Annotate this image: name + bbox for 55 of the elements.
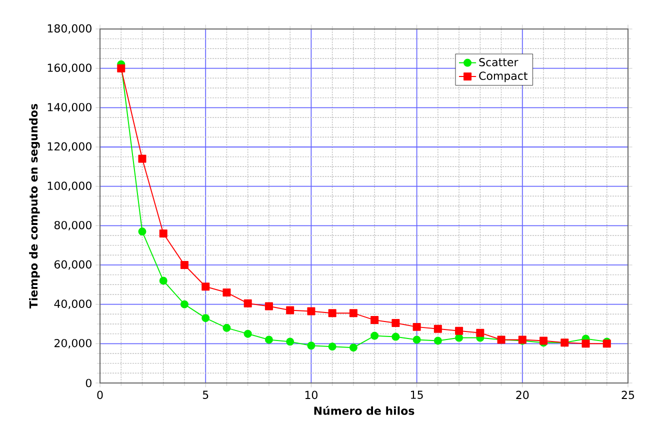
- y-tick-label: 20,000: [54, 338, 92, 348]
- point: [244, 330, 252, 338]
- point: [370, 332, 379, 340]
- y-tick-label: 160,000: [48, 64, 92, 74]
- y-axis-title: Tiempo de computo en segundos: [29, 104, 40, 309]
- point: [138, 154, 146, 163]
- point: [264, 302, 273, 310]
- point: [434, 324, 442, 333]
- x-tick-label: 0: [97, 390, 103, 400]
- y-tick-label: 120,000: [48, 142, 92, 152]
- point: [412, 322, 421, 331]
- point: [455, 326, 464, 335]
- point: [286, 306, 294, 314]
- legend-label: Scatter: [479, 58, 518, 66]
- point: [222, 288, 231, 297]
- point: [307, 307, 316, 316]
- point: [117, 64, 126, 72]
- point: [138, 228, 146, 236]
- point: [392, 319, 400, 328]
- point: [244, 299, 252, 308]
- point: [264, 336, 273, 344]
- x-tick-label: 25: [622, 390, 634, 400]
- y-tick-label: 80,000: [54, 220, 92, 230]
- point: [286, 338, 294, 346]
- point: [202, 314, 210, 322]
- x-axis-title: Número de hilos: [314, 406, 414, 415]
- y-tick-label: 40,000: [54, 300, 92, 310]
- point: [328, 309, 336, 318]
- y-tick-label: 140,000: [48, 102, 92, 112]
- point: [476, 328, 484, 337]
- point: [222, 324, 231, 332]
- x-tick-label: 5: [202, 390, 208, 399]
- point: [392, 332, 400, 341]
- point: [412, 336, 421, 344]
- y-tick-label: 100,000: [48, 182, 92, 192]
- point: [202, 282, 210, 291]
- y-tick-label: 0: [86, 378, 92, 388]
- point: [307, 342, 316, 350]
- point: [180, 300, 188, 308]
- point: [159, 230, 168, 238]
- point: [159, 276, 168, 285]
- point: [349, 309, 358, 318]
- x-tick-label: 15: [411, 390, 423, 399]
- point: [349, 344, 358, 352]
- point: [370, 316, 379, 324]
- x-tick-label: 10: [305, 390, 318, 400]
- point: [328, 342, 336, 351]
- x-tick-label: 20: [516, 390, 529, 400]
- legend-label: Compact: [479, 72, 528, 82]
- point: [582, 340, 590, 348]
- y-tick-label: 60,000: [54, 260, 92, 270]
- point: [180, 260, 188, 269]
- point: [434, 336, 442, 345]
- y-tick-label: 180,000: [48, 24, 92, 34]
- point: [455, 334, 464, 342]
